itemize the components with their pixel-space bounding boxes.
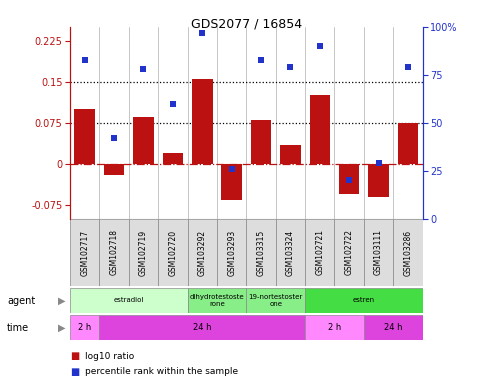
Text: 2 h: 2 h — [78, 323, 91, 332]
Text: ▶: ▶ — [58, 323, 66, 333]
Bar — [364, 219, 393, 286]
Text: GSM103293: GSM103293 — [227, 229, 236, 276]
Bar — [192, 79, 213, 164]
Text: 19-nortestoster
one: 19-nortestoster one — [249, 294, 303, 307]
Bar — [310, 96, 330, 164]
Bar — [398, 123, 418, 164]
Bar — [99, 315, 305, 340]
Bar — [276, 219, 305, 286]
Bar — [70, 315, 99, 340]
Text: GSM103292: GSM103292 — [198, 229, 207, 276]
Text: 24 h: 24 h — [384, 323, 402, 332]
Text: GSM103111: GSM103111 — [374, 230, 383, 275]
Bar — [158, 219, 187, 286]
Bar — [163, 153, 183, 164]
Bar — [305, 315, 364, 340]
Bar — [217, 219, 246, 286]
Bar — [221, 164, 242, 200]
Text: GDS2077 / 16854: GDS2077 / 16854 — [191, 17, 302, 30]
Text: ▶: ▶ — [58, 296, 66, 306]
Text: estradiol: estradiol — [114, 298, 144, 303]
Bar — [129, 219, 158, 286]
Text: percentile rank within the sample: percentile rank within the sample — [85, 367, 238, 376]
Bar — [70, 288, 187, 313]
Text: time: time — [7, 323, 29, 333]
Bar — [339, 164, 359, 194]
Bar — [368, 164, 389, 197]
Text: GSM103324: GSM103324 — [286, 229, 295, 276]
Text: GSM103286: GSM103286 — [403, 229, 412, 276]
Text: agent: agent — [7, 296, 35, 306]
Text: GSM102718: GSM102718 — [110, 230, 119, 275]
Bar — [187, 288, 246, 313]
Text: ■: ■ — [70, 351, 79, 361]
Bar — [251, 120, 271, 164]
Bar — [70, 219, 99, 286]
Bar — [364, 315, 423, 340]
Text: 24 h: 24 h — [193, 323, 212, 332]
Text: GSM102722: GSM102722 — [345, 230, 354, 275]
Bar — [246, 288, 305, 313]
Bar — [280, 145, 301, 164]
Text: ■: ■ — [70, 367, 79, 377]
Bar — [305, 288, 423, 313]
Bar — [246, 219, 276, 286]
Text: dihydrotestoste
rone: dihydrotestoste rone — [190, 294, 244, 307]
Text: GSM103315: GSM103315 — [256, 229, 266, 276]
Text: GSM102717: GSM102717 — [80, 229, 89, 276]
Text: log10 ratio: log10 ratio — [85, 352, 134, 361]
Text: GSM102719: GSM102719 — [139, 229, 148, 276]
Text: 2 h: 2 h — [328, 323, 341, 332]
Text: GSM102720: GSM102720 — [169, 229, 177, 276]
Text: GSM102721: GSM102721 — [315, 230, 324, 275]
Bar — [74, 109, 95, 164]
Bar — [393, 219, 423, 286]
Bar — [99, 219, 129, 286]
Bar — [334, 219, 364, 286]
Bar — [305, 219, 335, 286]
Bar — [104, 164, 125, 175]
Bar — [187, 219, 217, 286]
Bar — [133, 118, 154, 164]
Text: estren: estren — [353, 298, 375, 303]
